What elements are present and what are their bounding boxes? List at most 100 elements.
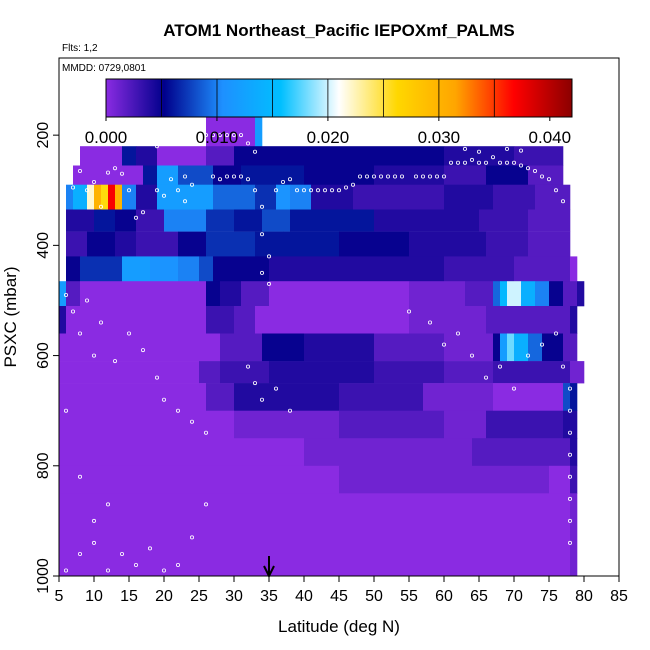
heatmap-cell-13-1 [304,438,410,467]
heatmap-cell-9-7 [500,333,508,362]
sample-point-45 [315,188,320,193]
heatmap-cell-8-2 [206,306,235,334]
heatmap-cell-7-6 [269,281,410,307]
heatmap-cell-7-16 [577,281,585,307]
sample-point-138 [287,408,292,413]
heatmap-cell-8-0 [59,306,67,334]
y-axis: 200 400 600 800 1000 [35,122,59,594]
heatmap-cell-6-8 [339,256,445,282]
sample-point-13 [161,193,166,198]
sample-point-55 [385,174,390,179]
sample-point-118 [469,353,474,358]
heatmap-cell-3-17 [493,184,536,210]
heatmap-cell-3-10 [213,184,256,210]
sample-point-39 [273,188,278,193]
heatmap-cell-10-6 [493,361,571,384]
heatmap-cell-9-12 [563,333,578,362]
sample-point-90 [99,320,104,325]
latitude-marker-arrow [263,556,275,579]
heatmap-cell-12-0 [59,410,235,439]
heatmap-cell-2-3 [178,165,214,186]
heatmap-cell-6-3 [150,256,179,282]
sample-point-128 [568,430,573,435]
heatmap-cell-12-4 [486,410,564,439]
sample-point-23 [231,133,236,138]
sample-point-24 [238,133,243,138]
colorbar-tick-label-0: 0.000 [85,128,128,147]
heatmap-cell-2-1 [143,165,158,186]
heatmap-cell-1-7 [514,146,564,166]
heatmap-cell-6-4 [178,256,200,282]
heatmap-cell-7-15 [563,281,578,307]
sample-point-33 [252,188,257,193]
sample-point-113 [106,568,111,573]
heatmap-cell-3-1 [73,184,88,210]
heatmap-cell-7-8 [465,281,494,307]
sample-point-19 [203,133,208,138]
sample-point-31 [238,174,243,179]
sample-point-84 [519,148,524,153]
heatmap-cell-2-9 [486,165,529,186]
sample-point-79 [561,199,566,204]
sample-point-11 [154,144,159,149]
sample-point-1 [78,168,83,173]
heatmap-cell-2-8 [444,165,487,186]
heatmap-cell-8-5 [409,306,487,334]
sample-point-125 [561,364,566,369]
x-tick-label-3: 20 [155,588,173,605]
sample-point-53 [371,174,376,179]
heatmap-cell-2-2 [157,165,179,186]
sample-point-0 [71,185,76,190]
sample-point-105 [147,546,152,551]
heatmap-cell-8-3 [234,306,256,334]
heatmap-cell-13-4 [570,438,578,467]
heatmap-cell-3-7 [122,184,137,210]
x-tick-label-7: 40 [295,588,313,605]
heatmap-cell-9-6 [493,333,501,362]
heatmap-cell-11-2 [234,383,340,411]
heatmap-cell-10-7 [570,361,585,384]
sample-point-50 [350,182,355,187]
heatmap-cell-7-11 [507,281,522,307]
sample-point-137 [273,386,278,391]
sample-point-44 [308,188,313,193]
heatmap-cell-10-4 [374,361,445,384]
heatmap-cell-5-1 [87,231,116,257]
sample-point-64 [455,160,460,165]
sample-point-56 [392,174,397,179]
heatmap-cell-6-0 [66,256,81,282]
heatmap-cell-8-7 [570,306,578,334]
heatmap-cell-2-10 [528,165,564,186]
sample-point-49 [343,185,348,190]
heatmap-cell-13-3 [472,438,571,467]
sample-point-68 [483,160,488,165]
heatmap-cell-6-9 [444,256,515,282]
sample-point-130 [568,474,573,479]
sample-point-10 [140,210,145,215]
colorbar-tick-label-1: 0.010 [196,128,239,147]
heatmap-cell-13-2 [409,438,473,467]
sample-point-34 [259,204,264,209]
heatmap-cell-6-5 [199,256,214,282]
sample-point-35 [259,232,264,237]
sample-point-116 [441,342,446,347]
y-axis-label: PSXC (mbar) [1,266,20,367]
colorbar-tick-label-2: 0.020 [307,128,350,147]
sample-point-124 [554,331,559,336]
sample-point-40 [280,179,285,184]
colorbar: 0.000 0.010 0.020 0.030 0.040 [85,78,573,147]
sample-point-54 [378,174,383,179]
sample-point-3 [92,179,97,184]
sample-point-41 [287,177,292,182]
dates-label: MMDD: 0729,0801 [62,63,146,74]
y-tick-label-3: 800 [35,452,52,479]
heatmap-cell-6-11 [570,256,578,282]
heatmap-cell-2-7 [374,165,445,186]
heatmap-cell-8-1 [66,306,207,334]
heatmap-cell-14-2 [444,465,550,494]
sample-point-48 [336,188,341,193]
sample-point-93 [140,348,145,353]
sample-point-115 [427,320,432,325]
sample-point-110 [64,568,69,573]
sample-point-27 [210,174,215,179]
